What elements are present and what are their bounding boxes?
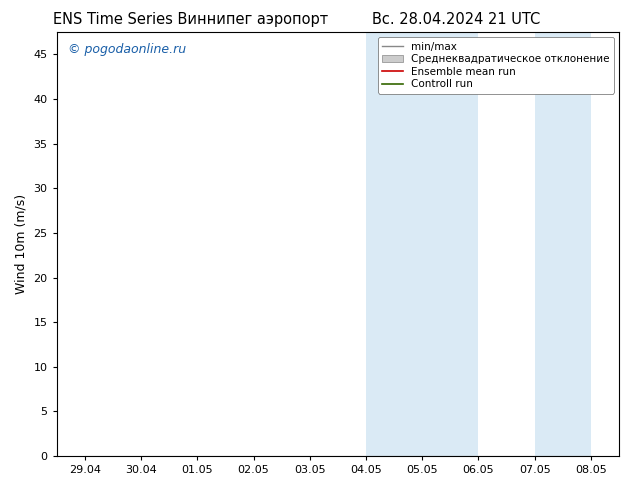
Bar (366, 32, 422, 456)
Bar (534, 32, 591, 456)
Text: © pogodaonline.ru: © pogodaonline.ru (68, 43, 186, 56)
Y-axis label: Wind 10m (m/s): Wind 10m (m/s) (15, 194, 28, 294)
Text: ENS Time Series Виннипег аэропорт: ENS Time Series Виннипег аэропорт (53, 12, 328, 27)
Legend: min/max, Среднеквадратическое отклонение, Ensemble mean run, Controll run: min/max, Среднеквадратическое отклонение… (378, 37, 614, 94)
Bar (422, 32, 479, 456)
Text: Вс. 28.04.2024 21 UTC: Вс. 28.04.2024 21 UTC (372, 12, 541, 27)
